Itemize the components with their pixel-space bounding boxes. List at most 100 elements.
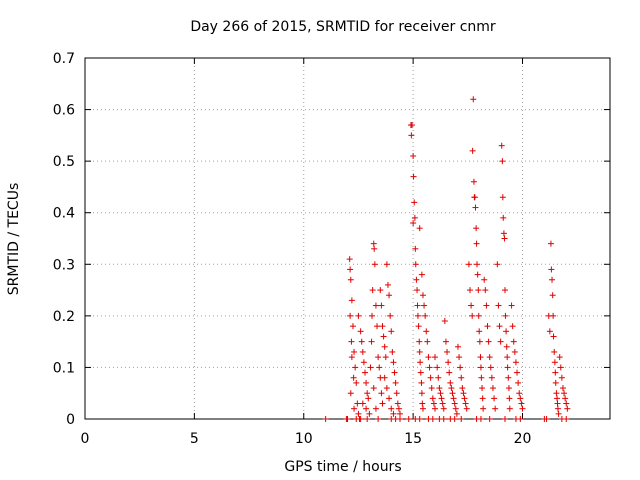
y-tick-label: 0.6 [53, 103, 75, 119]
data-point [494, 261, 501, 268]
data-point [411, 214, 418, 221]
data-point [459, 385, 466, 392]
y-tick-label: 0 [66, 412, 75, 428]
data-point [484, 323, 491, 330]
data-point [347, 390, 354, 397]
data-point [476, 328, 483, 335]
data-point [554, 400, 561, 407]
data-point [483, 302, 490, 309]
data-point [376, 364, 383, 371]
data-point [371, 245, 378, 252]
data-point [547, 240, 554, 247]
data-point [457, 364, 464, 371]
data-point [511, 348, 518, 355]
data-point [434, 364, 441, 371]
data-point [395, 405, 402, 412]
data-point [485, 338, 492, 345]
data-point [348, 354, 355, 361]
data-point [487, 364, 494, 371]
data-point [419, 292, 426, 299]
data-point [502, 287, 508, 294]
data-point [500, 230, 507, 237]
data-point [390, 410, 397, 417]
data-point [412, 245, 419, 252]
data-point [504, 354, 511, 361]
data-point [411, 199, 418, 206]
data-point [496, 323, 503, 330]
y-tick-label: 0.5 [53, 154, 75, 170]
data-point [355, 312, 362, 319]
data-point [413, 276, 420, 283]
data-point [492, 405, 499, 412]
data-point [422, 312, 429, 319]
data-point [432, 354, 438, 361]
data-point [369, 287, 376, 294]
data-point [546, 328, 553, 335]
data-point [368, 338, 375, 345]
data-point [405, 416, 412, 422]
data-point [462, 400, 469, 407]
data-point [350, 374, 357, 381]
data-point [509, 323, 516, 330]
data-point [471, 194, 478, 201]
data-point [550, 312, 557, 319]
y-tick-labels: 0 0.1 0.2 0.3 0.4 0.5 0.6 0.7 [53, 51, 75, 428]
data-point [549, 276, 556, 283]
data-point [506, 395, 513, 402]
data-point [557, 364, 564, 371]
data-point [357, 328, 364, 335]
data-point [448, 385, 455, 392]
data-point [394, 400, 401, 407]
data-point [503, 328, 510, 335]
data-point [351, 348, 358, 355]
data-point [445, 359, 452, 366]
x-axis-label: GPS time / hours [284, 459, 401, 475]
data-point [393, 390, 400, 397]
data-point [378, 302, 385, 309]
data-point [495, 302, 502, 309]
data-point [486, 354, 493, 361]
data-point [435, 374, 442, 381]
data-point [363, 379, 370, 386]
data-point [475, 287, 482, 294]
data-point [497, 338, 504, 345]
data-point [453, 410, 460, 417]
data-point [379, 323, 386, 330]
data-point [417, 369, 424, 376]
data-point [375, 354, 382, 361]
data-point [363, 405, 370, 412]
data-point [392, 379, 399, 386]
data-point [344, 416, 351, 422]
data-point [446, 369, 453, 376]
data-point [441, 318, 448, 325]
data-point [551, 359, 558, 366]
y-tick-label: 0.1 [53, 360, 75, 376]
data-point [369, 312, 375, 319]
data-point [563, 416, 570, 422]
data-point [563, 400, 570, 407]
y-tick-label: 0.3 [53, 257, 75, 273]
data-point [554, 405, 561, 412]
data-point [380, 333, 387, 340]
data-point [365, 395, 372, 402]
data-point [429, 395, 436, 402]
data-point [469, 312, 476, 319]
data-point [377, 287, 384, 294]
data-point [477, 354, 484, 361]
data-point [414, 302, 421, 309]
x-tick-label: 15 [404, 431, 422, 447]
chart-title: Day 266 of 2015, SRMTID for receiver cnm… [190, 19, 496, 35]
data-point [389, 348, 396, 355]
data-point [388, 416, 395, 422]
data-point [499, 194, 506, 201]
data-point [444, 348, 451, 355]
data-point [428, 385, 435, 392]
data-point [460, 390, 467, 397]
data-point [437, 390, 444, 397]
data-point [383, 261, 390, 268]
data-point [556, 354, 563, 361]
data-point [416, 416, 423, 422]
data-point [415, 323, 422, 330]
data-point [370, 385, 377, 392]
